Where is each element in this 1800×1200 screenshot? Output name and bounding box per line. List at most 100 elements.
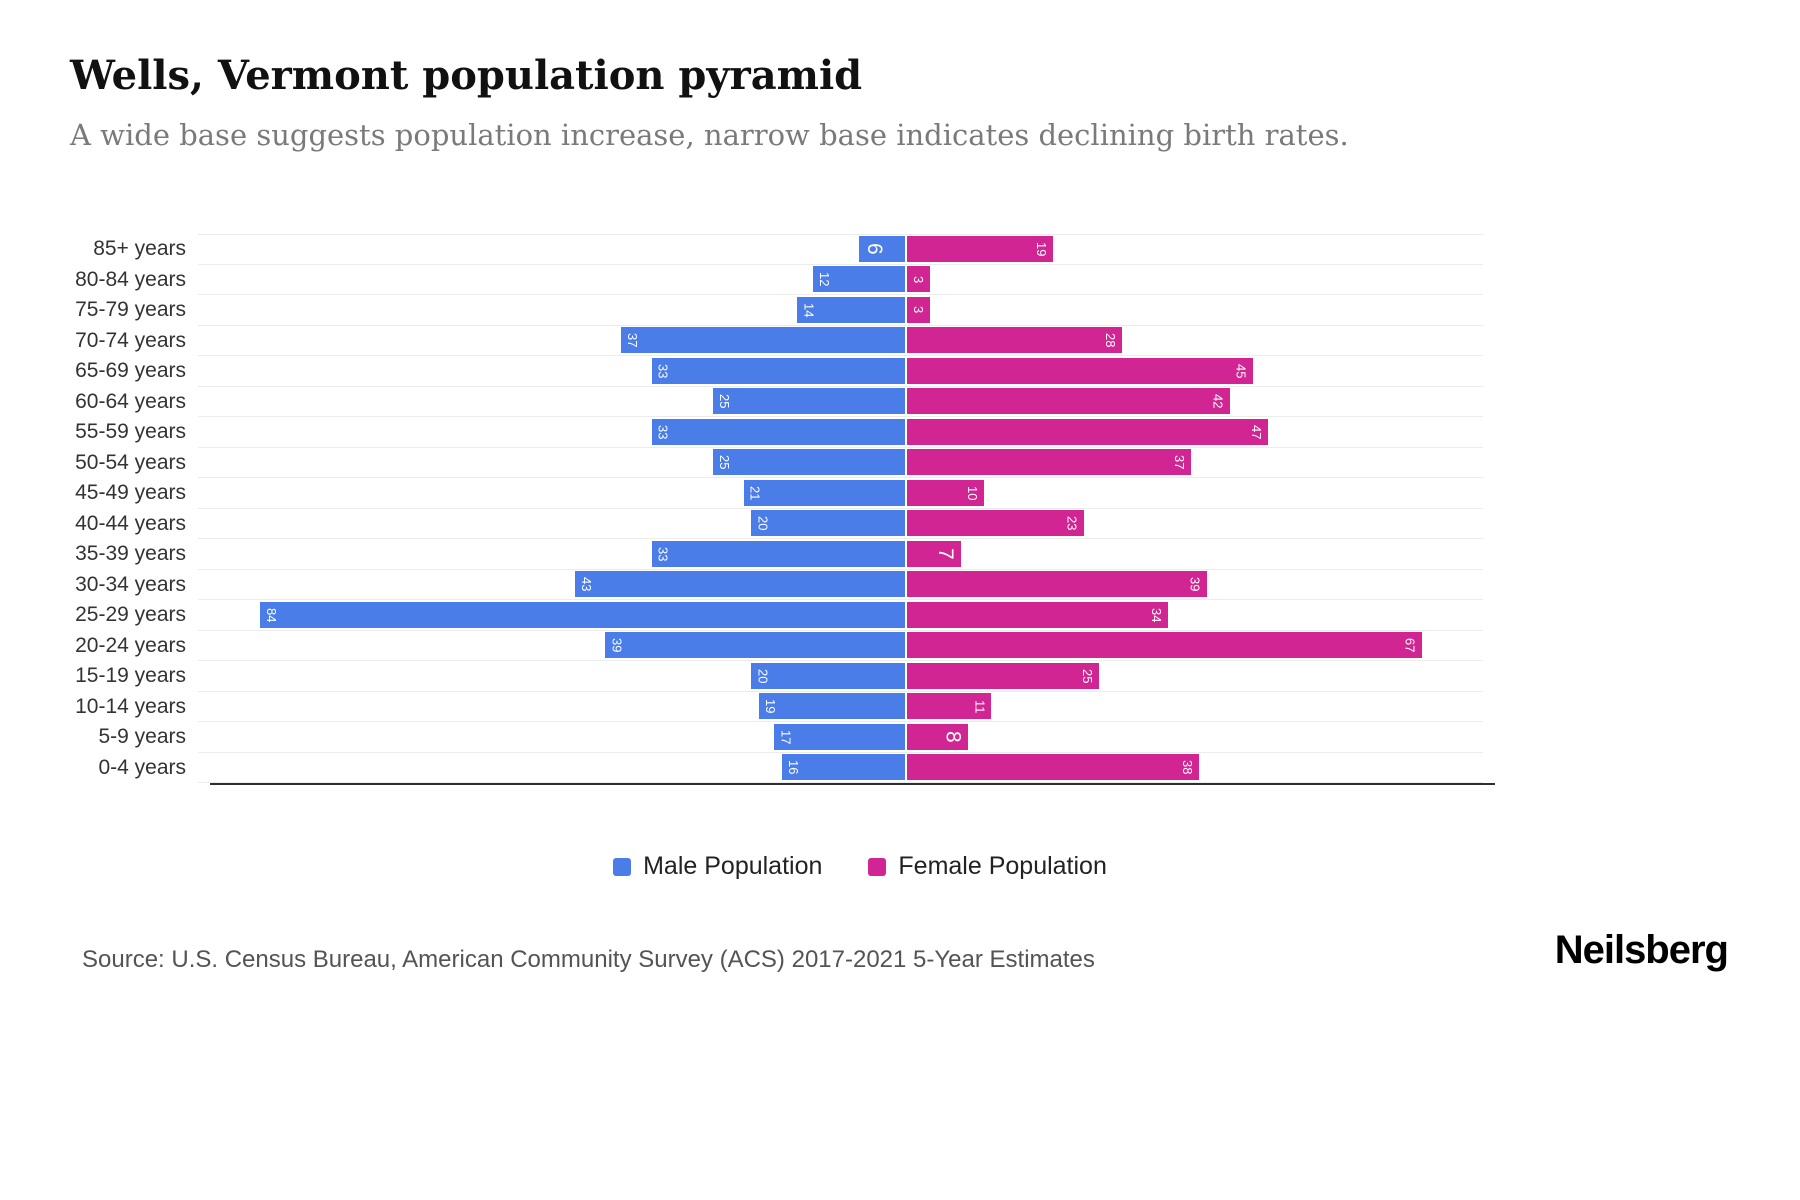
female-bar-value: 25	[1080, 668, 1095, 683]
page-title: Wells, Vermont population pyramid	[70, 52, 863, 99]
legend-item[interactable]: Female Population	[868, 852, 1107, 881]
male-bar-value: 25	[717, 455, 732, 470]
legend-item[interactable]: Male Population	[613, 852, 822, 881]
x-axis-baseline	[210, 783, 1495, 785]
female-bar-value: 37	[1172, 455, 1188, 470]
female-half: 34	[905, 601, 1483, 628]
pyramid-row: 70-74 years 37 28	[70, 326, 1495, 356]
female-half: 28	[905, 327, 1483, 354]
female-bar[interactable]: 47	[907, 418, 1268, 445]
female-bar[interactable]: 25	[907, 662, 1099, 689]
plot-row: 6 19	[198, 234, 1483, 265]
female-bar[interactable]: 28	[907, 327, 1123, 354]
male-half: 84	[198, 601, 905, 628]
male-half: 25	[198, 388, 905, 415]
male-bar[interactable]: 39	[605, 632, 905, 659]
male-bar[interactable]: 17	[774, 723, 905, 750]
male-bar[interactable]: 33	[651, 418, 905, 445]
male-half: 14	[198, 296, 905, 323]
pyramid-row: 45-49 years 21 10	[70, 478, 1495, 509]
female-bar-value: 34	[1149, 607, 1165, 622]
female-bar[interactable]: 11	[907, 693, 992, 720]
female-bar[interactable]: 3	[907, 266, 931, 293]
male-half: 43	[198, 571, 905, 598]
y-axis-label: 50-54 years	[75, 450, 186, 474]
male-bar[interactable]: 12	[812, 266, 905, 293]
pyramid-rows: 85+ years 6 19 80-84 years 12 3 75-79 years 14 3…	[70, 234, 1495, 783]
male-bar-value: 16	[786, 760, 802, 775]
page-subtitle: A wide base suggests population increase…	[70, 118, 1349, 152]
plot-row: 43 39	[198, 570, 1483, 600]
female-bar[interactable]: 39	[907, 571, 1207, 598]
male-bar[interactable]: 33	[651, 540, 905, 567]
male-bar-value: 33	[655, 424, 671, 439]
male-bar[interactable]: 84	[259, 601, 905, 628]
male-bar-value: 21	[747, 485, 763, 500]
female-half: 23	[905, 510, 1483, 537]
female-bar-value: 23	[1064, 516, 1080, 531]
female-half: 3	[905, 296, 1483, 323]
y-axis-label: 85+ years	[93, 237, 186, 261]
female-bar[interactable]: 34	[907, 601, 1169, 628]
male-bar-value: 14	[801, 302, 817, 317]
male-bar-value: 33	[655, 363, 671, 378]
y-axis-label: 40-44 years	[75, 511, 186, 535]
male-bar[interactable]: 14	[797, 296, 905, 323]
chart-legend: Male Population Female Population	[0, 852, 1720, 881]
female-half: 39	[905, 571, 1483, 598]
male-bar[interactable]: 37	[620, 327, 905, 354]
male-half: 6	[198, 236, 905, 263]
male-half: 21	[198, 479, 905, 506]
female-bar[interactable]: 23	[907, 510, 1084, 537]
female-bar[interactable]: 45	[907, 357, 1253, 384]
male-half: 37	[198, 327, 905, 354]
male-bar[interactable]: 25	[713, 449, 905, 476]
male-half: 12	[198, 266, 905, 293]
male-bar[interactable]: 33	[651, 357, 905, 384]
female-bar-value: 67	[1402, 638, 1418, 653]
male-half: 20	[198, 510, 905, 537]
female-bar-value: 38	[1179, 760, 1195, 775]
pyramid-row: 10-14 years 19 11	[70, 692, 1495, 722]
female-bar[interactable]: 8	[907, 723, 969, 750]
female-bar[interactable]: 67	[907, 632, 1422, 659]
plot-row: 21 10	[198, 478, 1483, 509]
female-bar[interactable]: 38	[907, 754, 1199, 781]
y-axis-label: 5-9 years	[98, 725, 186, 749]
pyramid-row: 85+ years 6 19	[70, 234, 1495, 265]
male-bar[interactable]: 20	[751, 510, 905, 537]
plot-row: 20 25	[198, 661, 1483, 692]
female-bar-value: 28	[1103, 333, 1119, 348]
female-bar[interactable]: 3	[907, 296, 931, 323]
male-half: 39	[198, 632, 905, 659]
male-bar-value: 25	[717, 394, 732, 409]
female-bar[interactable]: 19	[907, 236, 1053, 263]
male-bar[interactable]: 20	[751, 662, 905, 689]
female-bar-value: 8	[941, 730, 965, 743]
male-bar[interactable]: 43	[574, 571, 905, 598]
female-bar[interactable]: 42	[907, 388, 1230, 415]
male-bar[interactable]: 25	[713, 388, 905, 415]
female-half: 38	[905, 754, 1483, 781]
male-half: 16	[198, 754, 905, 781]
y-axis-label: 20-24 years	[75, 633, 186, 657]
female-bar[interactable]: 10	[907, 479, 984, 506]
male-bar[interactable]: 16	[782, 754, 905, 781]
pyramid-row: 0-4 years 16 38	[70, 753, 1495, 783]
female-bar[interactable]: 37	[907, 449, 1192, 476]
y-axis-label: 45-49 years	[75, 481, 186, 505]
male-bar[interactable]: 19	[759, 693, 905, 720]
male-bar[interactable]: 6	[858, 236, 905, 263]
male-bar[interactable]: 21	[743, 479, 905, 506]
female-bar[interactable]: 7	[907, 540, 961, 567]
female-bar-value: 3	[911, 306, 927, 314]
pyramid-row: 65-69 years 33 45	[70, 356, 1495, 387]
plot-row: 33 7	[198, 539, 1483, 570]
source-attribution: Source: U.S. Census Bureau, American Com…	[82, 946, 1095, 973]
legend-label: Male Population	[643, 852, 823, 880]
y-axis-label: 75-79 years	[75, 298, 186, 322]
male-bar-value: 37	[624, 333, 640, 348]
pyramid-row: 80-84 years 12 3	[70, 265, 1495, 295]
plot-row: 17 8	[198, 722, 1483, 753]
pyramid-row: 50-54 years 25 37	[70, 448, 1495, 478]
